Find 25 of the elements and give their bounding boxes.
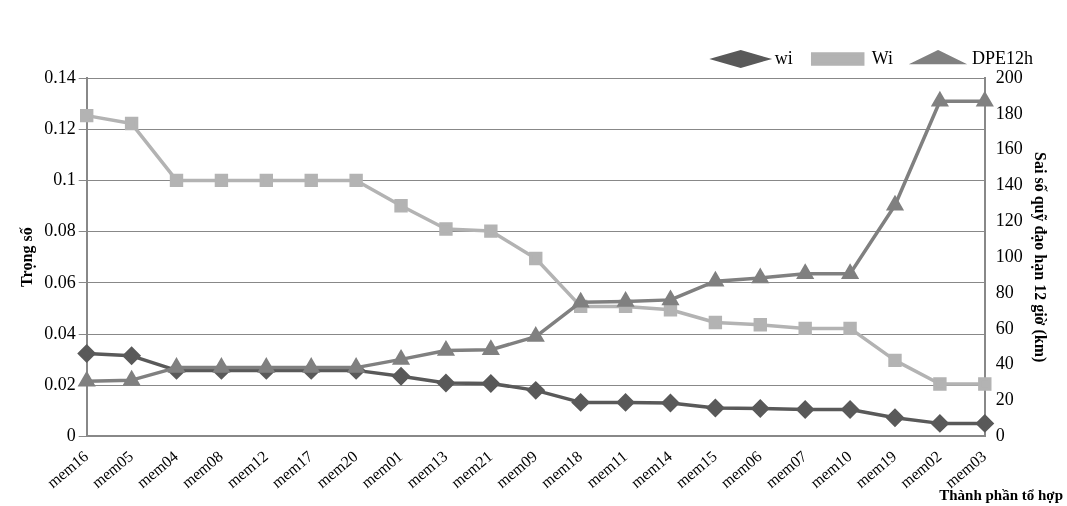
y-axis-title: Trọng số xyxy=(17,226,36,288)
y2-tick-label: 160 xyxy=(995,138,1023,159)
y2-tick-label: 80 xyxy=(995,281,1014,302)
y-tick-label: 0 xyxy=(66,425,76,446)
y2-tick-label: 60 xyxy=(995,317,1014,338)
y-tick-label: 0.14 xyxy=(44,66,76,87)
y2-axis-title: Sai số quỹ đạo hạn 12 giờ (km) xyxy=(1031,152,1050,363)
x-axis-title: Thành phần tổ hợp xyxy=(939,487,1063,504)
y2-tick-label: 40 xyxy=(995,353,1014,374)
y-tick-label: 0.06 xyxy=(44,271,76,292)
legend-label: DPE12h xyxy=(972,47,1034,68)
legend-label: wi xyxy=(774,47,793,68)
y2-tick-label: 180 xyxy=(995,102,1023,123)
y2-tick-label: 140 xyxy=(995,174,1023,195)
y-tick-label: 0.12 xyxy=(44,117,76,138)
y-tick-label: 0.02 xyxy=(44,373,76,394)
y-tick-label: 0.04 xyxy=(44,322,76,343)
y2-tick-label: 0 xyxy=(995,425,1005,446)
y2-tick-label: 20 xyxy=(995,389,1014,410)
y-tick-label: 0.1 xyxy=(53,169,76,190)
y2-tick-label: 120 xyxy=(995,210,1023,231)
y2-tick-label: 100 xyxy=(995,245,1023,266)
legend-label: Wi xyxy=(871,47,894,68)
y-tick-label: 0.08 xyxy=(44,220,76,241)
y2-tick-label: 200 xyxy=(995,66,1023,87)
